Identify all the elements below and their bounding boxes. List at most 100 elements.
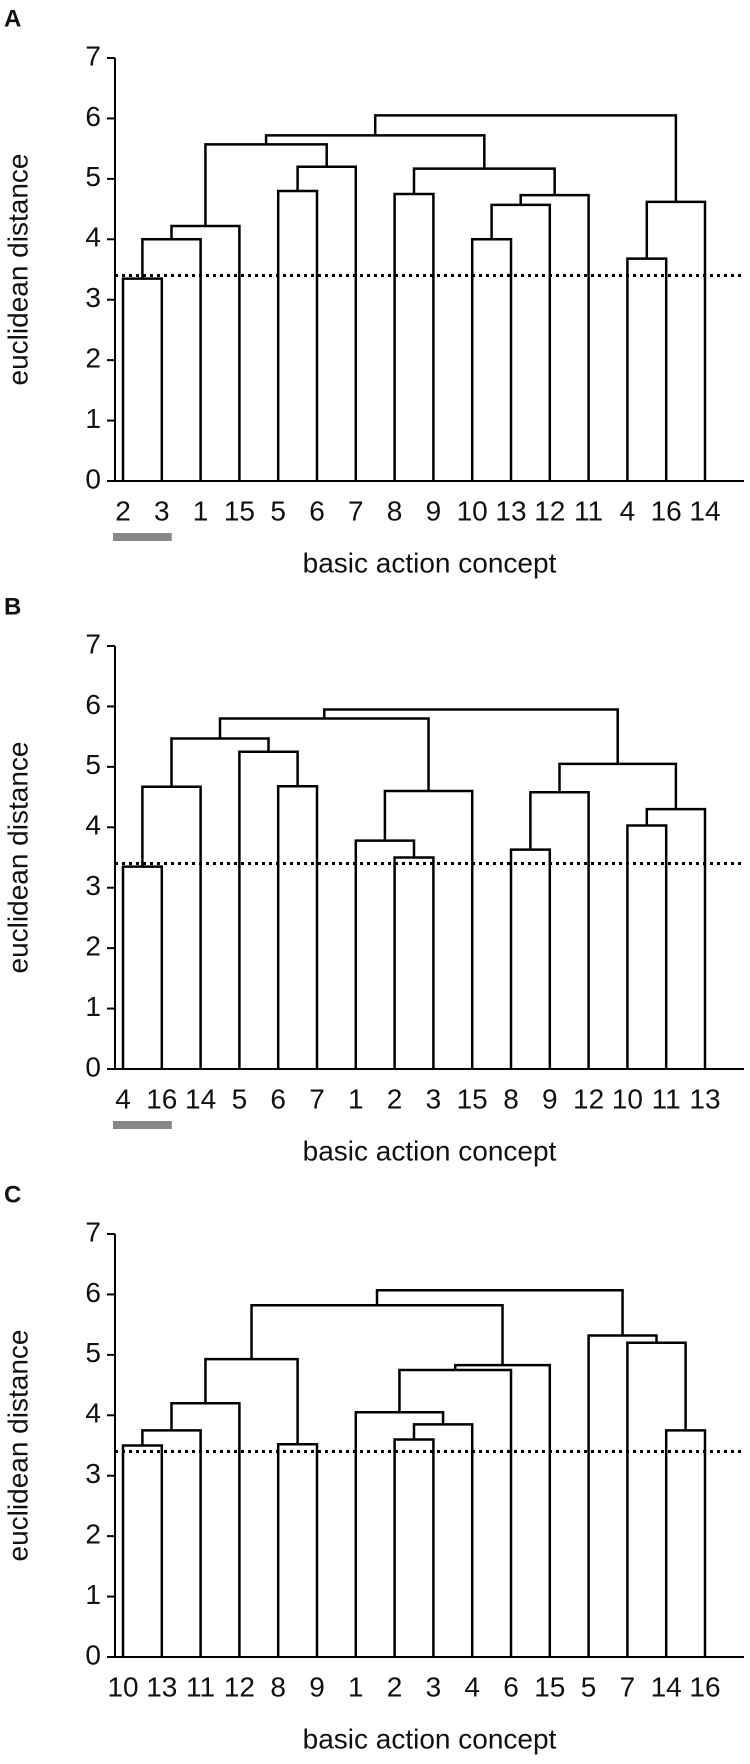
panel-label: C [4, 1181, 21, 1208]
y-tick-label: 1 [85, 1579, 101, 1610]
x-tick-label: 1 [193, 495, 209, 526]
dendrogram-link [323, 708, 619, 764]
dendrogram-link [393, 1438, 435, 1657]
y-tick-label: 5 [85, 1337, 101, 1368]
x-tick-label: 9 [542, 1083, 558, 1114]
dendrogram-link [412, 167, 556, 196]
x-tick-label: 15 [534, 1671, 565, 1702]
x-tick-label: 1 [348, 1083, 364, 1114]
y-tick-label: 1 [85, 403, 101, 434]
dendrogram-link [375, 1288, 624, 1336]
y-tick-label: 7 [85, 1216, 101, 1247]
x-tick-label: 8 [270, 1671, 286, 1702]
y-tick-label: 3 [85, 1458, 101, 1489]
dendrogram-link [470, 238, 513, 481]
x-tick-label: 13 [689, 1083, 720, 1114]
x-tick-label: 5 [232, 1083, 248, 1114]
dendrogram-link [218, 717, 430, 792]
x-tick-label: 10 [457, 495, 488, 526]
y-tick-label: 0 [85, 1051, 101, 1082]
dendrogram-link [264, 134, 486, 169]
x-tick-label: 13 [495, 495, 526, 526]
x-tick-label: 14 [689, 495, 720, 526]
y-axis-title: euclidean distance [2, 154, 33, 386]
dendrogram-link [626, 824, 668, 1069]
x-tick-label: 16 [651, 495, 682, 526]
x-tick-label: 2 [387, 1671, 403, 1702]
y-tick-label: 4 [85, 810, 101, 841]
dendrogram-link [141, 785, 202, 1069]
y-tick-label: 5 [85, 161, 101, 192]
x-tick-label: 12 [534, 495, 565, 526]
y-tick-label: 0 [85, 1639, 101, 1670]
x-tick-label: 4 [620, 495, 636, 526]
x-tick-label: 9 [309, 1671, 325, 1702]
dendrogram-link [490, 203, 552, 481]
dendrogram-link [170, 737, 270, 787]
dendrogram-link [645, 200, 707, 481]
x-tick-label: 3 [426, 1083, 442, 1114]
dendrogram-link [354, 1411, 445, 1657]
x-tick-label: 3 [154, 495, 170, 526]
x-tick-label: 1 [348, 1671, 364, 1702]
x-tick-label: 8 [503, 1083, 519, 1114]
x-tick-label: 6 [270, 1083, 286, 1114]
x-tick-label: 10 [612, 1083, 643, 1114]
x-tick-label: 2 [115, 495, 131, 526]
x-axis-title: basic action concept [303, 1135, 557, 1166]
x-tick-label: 14 [651, 1671, 682, 1702]
dendrogram-link [121, 1444, 164, 1657]
dendrogram-link [383, 789, 474, 1069]
dendrogram-link [412, 1423, 474, 1657]
x-tick-label: 6 [309, 495, 325, 526]
x-tick-label: 5 [581, 1671, 597, 1702]
dendrogram-link [170, 224, 241, 481]
highlight-bar [113, 533, 172, 541]
dendrogram-link [354, 839, 416, 1069]
y-tick-label: 3 [85, 870, 101, 901]
x-tick-label: 14 [185, 1083, 216, 1114]
y-tick-label: 1 [85, 991, 101, 1022]
y-tick-label: 7 [85, 628, 101, 659]
y-tick-label: 2 [85, 931, 101, 962]
x-axis-title: basic action concept [303, 1723, 557, 1754]
y-axis-title: euclidean distance [2, 742, 33, 974]
dendrogram-link [121, 277, 164, 481]
y-tick-label: 4 [85, 1398, 101, 1429]
dendrogram-link [529, 790, 590, 1069]
dendrogram-link [453, 1363, 552, 1657]
x-tick-label: 7 [309, 1083, 325, 1114]
dendrogram-link [393, 192, 435, 481]
y-tick-label: 6 [85, 1277, 101, 1308]
x-tick-label: 6 [503, 1671, 519, 1702]
panel-label: B [4, 593, 21, 620]
dendrogram-link [296, 165, 358, 481]
y-tick-label: 6 [85, 101, 101, 132]
x-tick-label: 7 [348, 495, 364, 526]
y-tick-label: 3 [85, 282, 101, 313]
x-tick-label: 11 [652, 1083, 681, 1114]
dendrogram-link [204, 143, 328, 226]
x-tick-label: 16 [146, 1083, 177, 1114]
panel-label: A [4, 5, 21, 32]
x-tick-label: 4 [115, 1083, 131, 1114]
dendrogram-link [276, 189, 319, 481]
dendrogram-link [276, 784, 319, 1069]
y-tick-label: 2 [85, 343, 101, 374]
dendrogram-link [141, 1429, 202, 1657]
dendrogram-link [664, 1429, 707, 1657]
x-tick-label: 11 [186, 1671, 215, 1702]
x-axis-title: basic action concept [303, 547, 557, 578]
dendrogram-link [587, 1334, 658, 1657]
dendrogram-link [509, 848, 552, 1069]
y-axis-title: euclidean distance [2, 1330, 33, 1562]
x-tick-label: 10 [107, 1671, 138, 1702]
x-tick-label: 13 [146, 1671, 177, 1702]
dendrogram-link [645, 807, 707, 1069]
dendrogram-link [121, 865, 164, 1069]
x-tick-label: 2 [387, 1083, 403, 1114]
x-tick-label: 11 [574, 495, 603, 526]
y-tick-label: 2 [85, 1519, 101, 1550]
dendrogram-link [204, 1357, 299, 1445]
